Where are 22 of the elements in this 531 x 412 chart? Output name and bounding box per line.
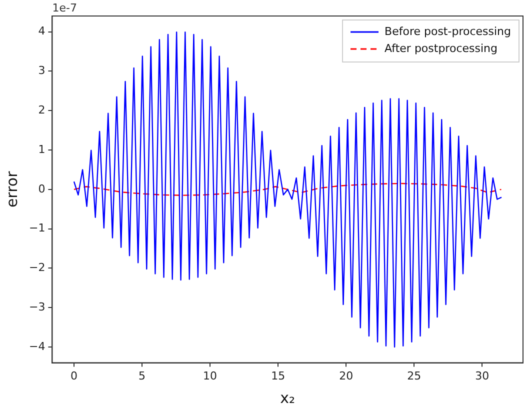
x-tick-label: 10 [203,369,218,382]
x-tick-label: 20 [339,369,354,382]
line-series [73,182,502,196]
x-tick-label: 0 [70,369,78,382]
y-tick-label: 0 [38,182,46,196]
y-tick-label: 4 [38,24,46,38]
legend-label: After postprocessing [384,42,498,55]
y-tick-label: −1 [28,222,46,235]
y-tick-label: 1 [38,142,46,156]
legend-label: Before post-processing [384,24,511,38]
y-axis-title: error [2,170,21,208]
x-tick-label: 15 [271,369,286,382]
y-tick-label: 3 [38,64,46,78]
y-tick-label: 2 [38,103,46,116]
x-tick-label: 25 [407,369,422,382]
text: 1e-7 [52,1,77,14]
x-tick-label: 5 [138,369,146,382]
y-tick-label: −3 [28,300,46,314]
y-tick-label: −2 [28,261,46,274]
x-tick-label: 30 [475,369,490,382]
x-axis-title: x₂ [280,388,296,407]
y-tick-label: −4 [28,340,46,353]
